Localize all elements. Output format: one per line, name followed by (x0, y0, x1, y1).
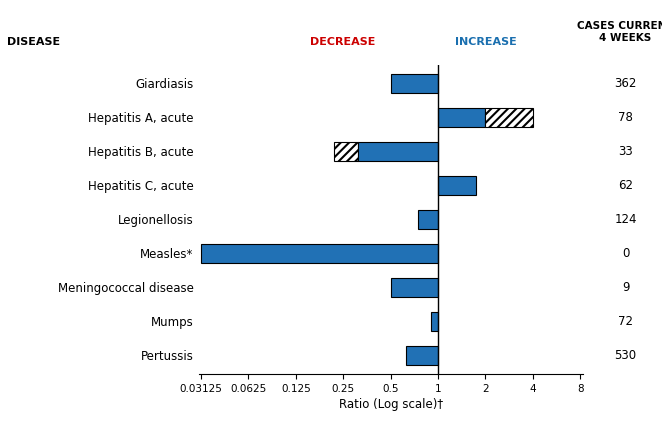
Text: DECREASE: DECREASE (310, 37, 376, 47)
Bar (431, 312, 438, 331)
Bar (418, 210, 438, 229)
Text: 362: 362 (614, 77, 637, 90)
X-axis label: Ratio (Log scale)†: Ratio (Log scale)† (338, 398, 443, 411)
Text: 62: 62 (618, 179, 633, 192)
Text: 9: 9 (622, 281, 630, 294)
Text: 0: 0 (622, 247, 630, 260)
Text: INCREASE: INCREASE (455, 37, 516, 47)
Bar (334, 142, 358, 161)
Bar (391, 74, 438, 92)
Text: 72: 72 (618, 315, 633, 328)
Text: CASES CURRENT
4 WEEKS: CASES CURRENT 4 WEEKS (577, 22, 662, 43)
Bar (391, 278, 438, 297)
Bar (358, 142, 438, 161)
Text: 530: 530 (614, 349, 637, 362)
Bar (438, 176, 476, 195)
Bar (438, 108, 485, 126)
Text: 124: 124 (614, 213, 637, 226)
Bar (201, 244, 438, 263)
Text: 78: 78 (618, 111, 633, 124)
Bar (485, 108, 533, 126)
Text: DISEASE: DISEASE (7, 37, 60, 47)
Text: 33: 33 (618, 145, 633, 158)
Bar (406, 346, 438, 365)
